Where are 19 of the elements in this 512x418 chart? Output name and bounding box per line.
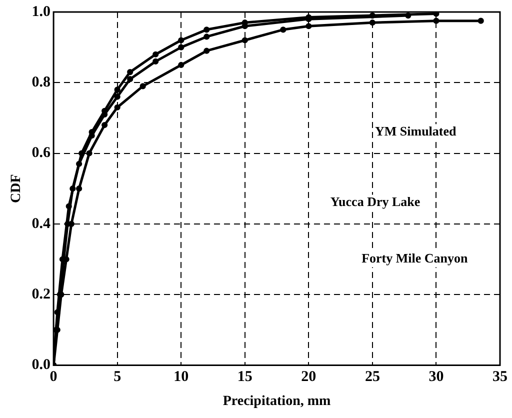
annotation: Yucca Dry Lake (330, 194, 420, 210)
y-tick-label: 0.2 (32, 286, 51, 302)
y-tick-label: 1.0 (32, 4, 51, 20)
y-tick-label: 0.4 (32, 216, 52, 232)
y-tick-label: 0.6 (32, 145, 52, 162)
x-tick-label: 35 (492, 369, 508, 386)
y-axis-title: CDF (9, 174, 24, 203)
x-tick-label: 30 (428, 369, 444, 386)
x-tick-label: 5 (114, 369, 122, 386)
annotation: Forty Mile Canyon (362, 250, 469, 266)
x-tick-label: 10 (174, 369, 189, 386)
y-tick-label: 0.8 (32, 74, 51, 91)
x-tick-label: 20 (301, 369, 316, 386)
x-tick-label: 0 (50, 369, 58, 386)
x-tick-label: 25 (364, 369, 380, 386)
x-tick-label: 15 (237, 369, 252, 386)
annotation: YM Simulated (374, 123, 458, 138)
y-tick-label: 0.0 (32, 357, 51, 374)
x-axis-title: Precipitation, mm (222, 394, 332, 410)
